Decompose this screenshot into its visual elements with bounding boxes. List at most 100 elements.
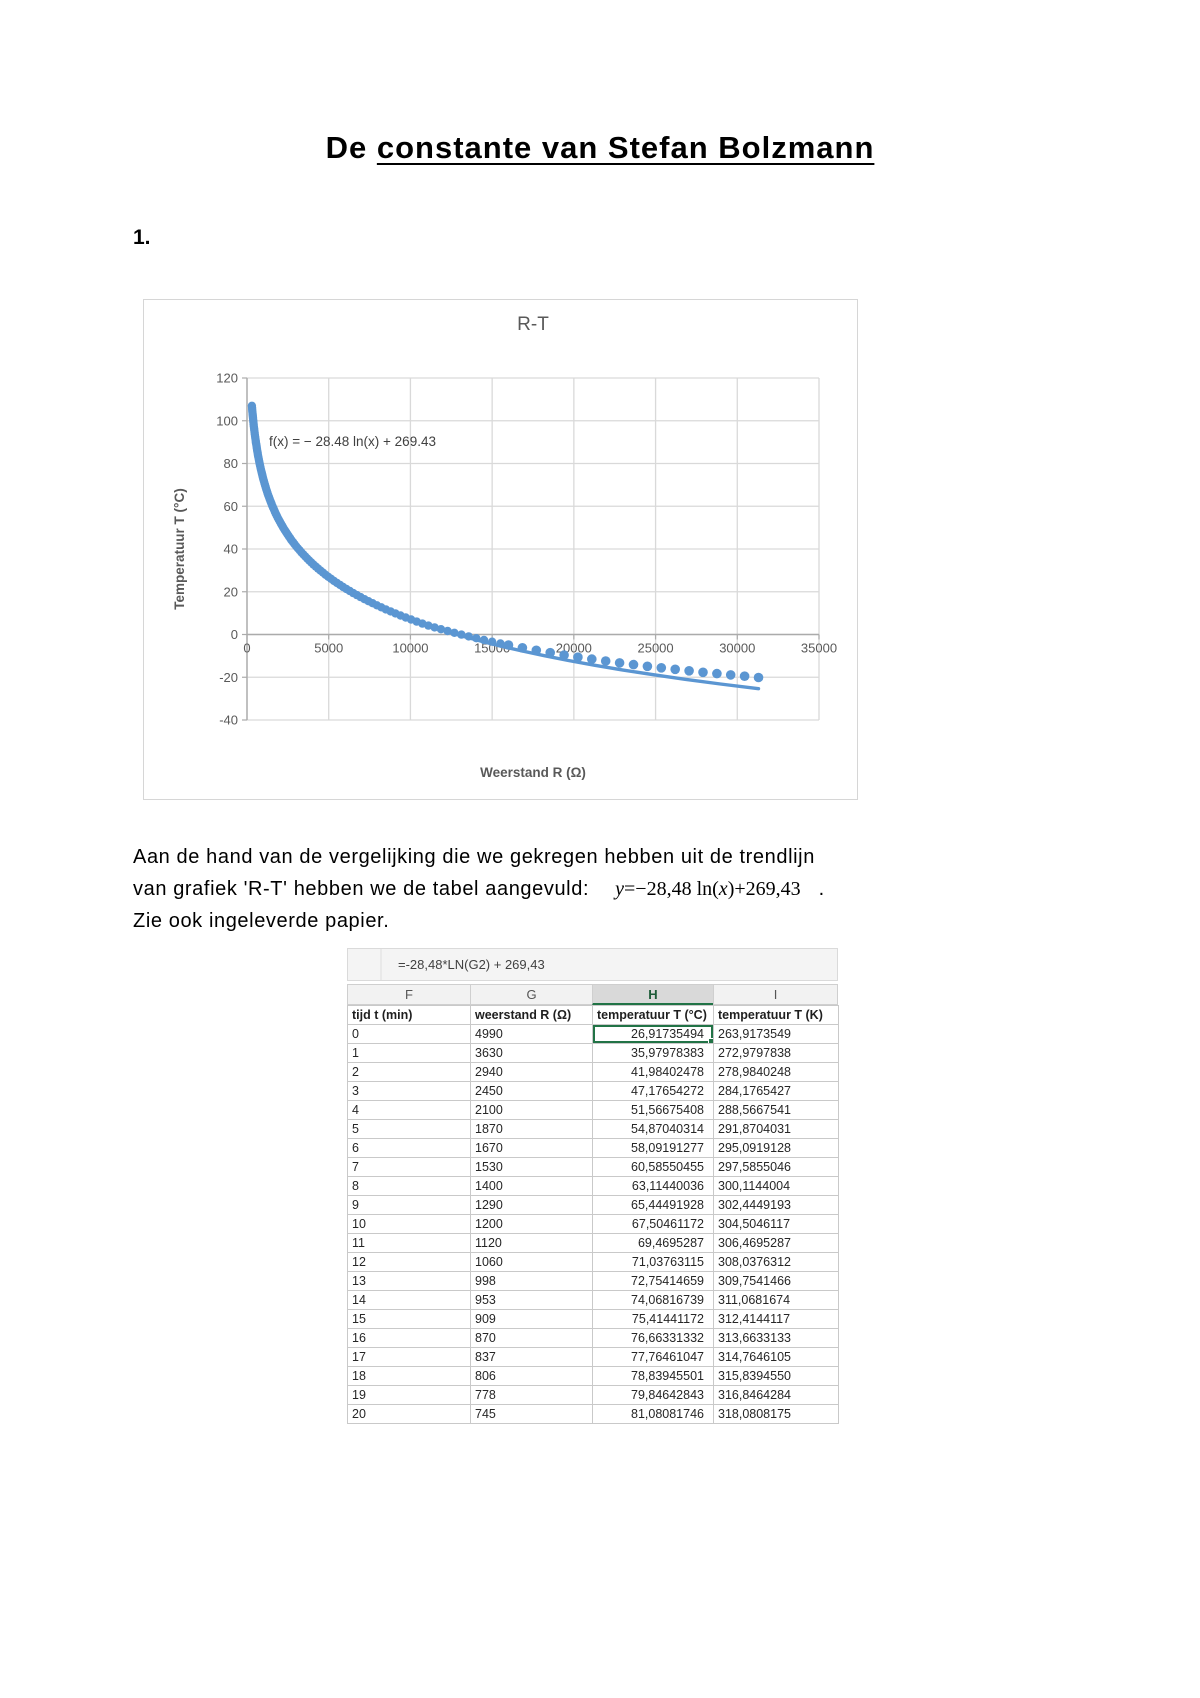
table-cell: 284,1765427 [713, 1081, 839, 1101]
table-cell: 2940 [470, 1062, 593, 1082]
table-row: 17 837 77,76461047 314,7646105 [347, 1347, 839, 1367]
table-cell: 35,97978383 [592, 1043, 714, 1063]
table-cell: 314,7646105 [713, 1347, 839, 1367]
table-cell: 312,4144117 [713, 1309, 839, 1329]
table-cell: 311,0681674 [713, 1290, 839, 1310]
page-title-prefix: De [325, 130, 377, 165]
column-letter-I: I [713, 984, 838, 1005]
table-cell: 998 [470, 1271, 593, 1291]
spreadsheet-table: tijd t (min) weerstand R (Ω) temperatuur T… [347, 1005, 839, 1424]
table-cell: 3 [347, 1081, 471, 1101]
svg-text:100: 100 [216, 413, 238, 428]
table-cell: 304,5046117 [713, 1214, 839, 1234]
table-cell: 8 [347, 1176, 471, 1196]
scatter-points-dense [247, 401, 505, 648]
table-cell: 2450 [470, 1081, 593, 1101]
page-title: De constante van Stefan Bolzmann [0, 130, 1200, 166]
table-cell: 0 [347, 1024, 471, 1044]
table-cell: 12 [347, 1252, 471, 1272]
svg-text:25000: 25000 [637, 641, 673, 656]
table-row: 9 1290 65,44491928 302,4449193 [347, 1195, 839, 1215]
table-row: 13 998 72,75414659 309,7541466 [347, 1271, 839, 1291]
table-cell: 54,87040314 [592, 1119, 714, 1139]
table-cell: 315,8394550 [713, 1366, 839, 1386]
table-cell: 5 [347, 1119, 471, 1139]
svg-text:120: 120 [216, 371, 238, 386]
table-cell: 297,5855046 [713, 1157, 839, 1177]
svg-text:30000: 30000 [719, 641, 755, 656]
table-cell: 16 [347, 1328, 471, 1348]
table-cell: 7 [347, 1157, 471, 1177]
table-cell: 837 [470, 1347, 593, 1367]
trendline-equation-label: f(x) = − 28.48 ln(x) + 269.43 [269, 434, 436, 449]
table-row: 18 806 78,83945501 315,8394550 [347, 1366, 839, 1386]
svg-text:0: 0 [231, 627, 238, 642]
table-cell: 60,58550455 [592, 1157, 714, 1177]
svg-text:35000: 35000 [801, 641, 837, 656]
table-cell: 4990 [470, 1024, 593, 1044]
scatter-points-sparse [503, 640, 764, 683]
x-axis-title: Weerstand R (Ω) [480, 765, 586, 780]
table-cell: 6 [347, 1138, 471, 1158]
table-cell: 1120 [470, 1233, 593, 1253]
column-header: tijd t (min) [347, 1005, 471, 1025]
table-cell: 63,11440036 [592, 1176, 714, 1196]
table-cell: 1870 [470, 1119, 593, 1139]
table-cell: 71,03763115 [592, 1252, 714, 1272]
table-cell: 1200 [470, 1214, 593, 1234]
table-header-row: tijd t (min) weerstand R (Ω) temperatuur T… [347, 1005, 839, 1025]
table-cell: 745 [470, 1404, 593, 1424]
table-cell: 4 [347, 1100, 471, 1120]
table-cell: 11 [347, 1233, 471, 1253]
chart-text: R-T f(x) = − 28.48 ln(x) + 269.43 Weerstan… [172, 314, 586, 780]
table-cell: 13 [347, 1271, 471, 1291]
table-row: 2 2940 41,98402478 278,9840248 [347, 1062, 839, 1082]
paragraph-line3: Zie ook ingeleverde papier. [133, 910, 390, 932]
paragraph-line1: Aan de hand van de vergelijking die we g… [133, 846, 815, 868]
inline-formula: y=−28,48 ln(x)+269,43 [615, 878, 801, 900]
table-row: 8 1400 63,11440036 300,1144004 [347, 1176, 839, 1196]
name-box [348, 949, 382, 980]
table-cell: 308,0376312 [713, 1252, 839, 1272]
table-cell: 75,41441172 [592, 1309, 714, 1329]
table-cell: 1670 [470, 1138, 593, 1158]
table-row: 15 909 75,41441172 312,4144117 [347, 1309, 839, 1329]
table-cell: 17 [347, 1347, 471, 1367]
table-cell: 1290 [470, 1195, 593, 1215]
table-row: 3 2450 47,17654272 284,1765427 [347, 1081, 839, 1101]
column-letter-F: F [347, 984, 470, 1005]
column-header: temperatuur T (K) [713, 1005, 839, 1025]
table-row: 16 870 76,66331332 313,6633133 [347, 1328, 839, 1348]
table-row: 19 778 79,84642843 316,8464284 [347, 1385, 839, 1405]
column-header: weerstand R (Ω) [470, 1005, 593, 1025]
chart-title: R-T [517, 314, 549, 335]
table-cell: 67,50461172 [592, 1214, 714, 1234]
section-number: 1. [133, 226, 151, 249]
formula-bar: =-28,48*LN(G2) + 269,43 [347, 948, 838, 981]
table-cell: 18 [347, 1366, 471, 1386]
selection-fill-handle [708, 1038, 713, 1043]
table-row: 20 745 81,08081746 318,0808175 [347, 1404, 839, 1424]
table-cell: 953 [470, 1290, 593, 1310]
svg-text:-40: -40 [219, 713, 238, 728]
table-cell: 20 [347, 1404, 471, 1424]
table-cell: 1400 [470, 1176, 593, 1196]
svg-text:60: 60 [224, 499, 238, 514]
table-cell: 318,0808175 [713, 1404, 839, 1424]
table-cell: 263,9173549 [713, 1024, 839, 1044]
table-row: 12 1060 71,03763115 308,0376312 [347, 1252, 839, 1272]
table-cell: 41,98402478 [592, 1062, 714, 1082]
svg-text:20: 20 [224, 584, 238, 599]
table-cell: 2100 [470, 1100, 593, 1120]
table-cell: 58,09191277 [592, 1138, 714, 1158]
table-cell: 291,8704031 [713, 1119, 839, 1139]
table-cell: 15 [347, 1309, 471, 1329]
table-cell: 65,44491928 [592, 1195, 714, 1215]
page-title-underlined: constante van Stefan Bolzmann [376, 130, 875, 165]
table-cell: 272,9797838 [713, 1043, 839, 1063]
paragraph-line2: van grafiek 'R-T' hebben we de tabel aan… [133, 878, 590, 900]
table-cell: 295,0919128 [713, 1138, 839, 1158]
table-cell: 870 [470, 1328, 593, 1348]
